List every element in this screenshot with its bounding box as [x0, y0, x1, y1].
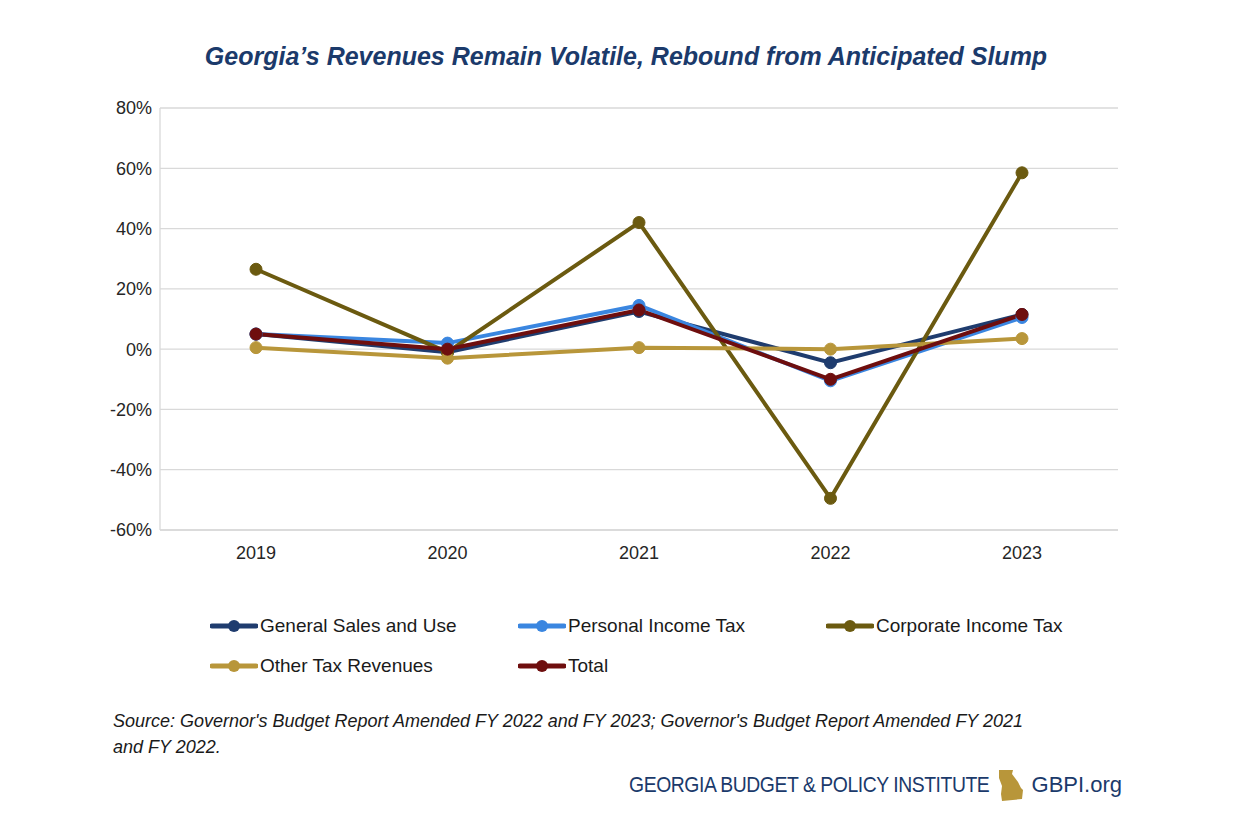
svg-text:20%: 20%: [116, 279, 152, 299]
html-text:GEORGIA BUDGET & POLICY INSTIT: GEORGIA BUDGET & POLICY INSTITUTE: [629, 772, 990, 797]
svg-text:2022: 2022: [810, 543, 850, 563]
html-text:Georgia’s Revenues Remain Vola: Georgia’s Revenues Remain Volatile, Rebo…: [204, 42, 1048, 70]
svg-text:-20%: -20%: [110, 400, 152, 420]
svg-text:2020: 2020: [427, 543, 467, 563]
svg-text:80%: 80%: [116, 98, 152, 118]
html-text:Other Tax Revenues: Other Tax Revenues: [260, 655, 433, 676]
html-text:General Sales and Use: General Sales and Use: [260, 615, 457, 636]
svg-text:2021: 2021: [619, 543, 659, 563]
html-text:Corporate Income Tax: Corporate Income Tax: [876, 615, 1063, 636]
svg-text:-40%: -40%: [110, 460, 152, 480]
svg-text:40%: 40%: [116, 219, 152, 239]
html-text:Total: Total: [568, 655, 609, 676]
svg-text:0%: 0%: [126, 340, 152, 360]
svg-text:2019: 2019: [236, 543, 276, 563]
html-text:Personal Income Tax: Personal Income Tax: [568, 615, 746, 636]
svg-text:2023: 2023: [1002, 543, 1042, 563]
html-text:Source: Governor's Budget Repo: Source: Governor's Budget Report Amended…: [113, 711, 1024, 757]
svg-text:-60%: -60%: [110, 520, 152, 540]
svg-text:60%: 60%: [116, 159, 152, 179]
html-text:GBPI.org: GBPI.org: [1031, 772, 1122, 797]
